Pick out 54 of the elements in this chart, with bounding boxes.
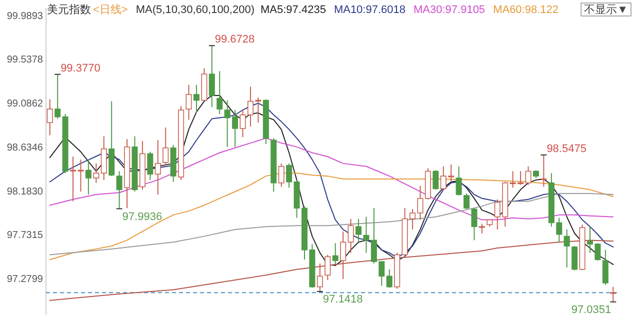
chart-title: 美元指数 [47,3,91,16]
candlestick [432,170,439,190]
annotation: 不显示▼ [584,4,628,16]
candlestick [525,166,532,186]
candlestick [356,218,362,242]
y-tick-label: 99.5378 [6,54,44,66]
legend-title: MA(5,10,30,60,100,200) [136,4,254,16]
candlestick [278,162,284,188]
candlestick [540,154,547,188]
y-tick-label: 97.2799 [6,274,44,286]
candlestick [464,193,470,210]
candlestick [286,162,292,188]
candlestick [324,254,331,281]
candlestick [85,159,92,196]
candlestick [363,216,370,254]
candlestick [46,98,53,136]
y-tick-label: 99.9893 [6,10,44,22]
annotation: 97.1418 [322,294,363,306]
annotation: 99.3770 [60,62,100,74]
text: MA30:97.9105 [414,4,486,16]
candlestick [386,268,392,288]
candlestick [186,84,192,120]
candlestick [162,126,169,166]
annotation: 98.5475 [546,142,586,155]
candlestick [154,140,161,196]
candlestick [93,162,100,184]
y-tick-label: 98.6346 [6,142,44,154]
candlestick [564,229,570,268]
candlestick [572,246,578,271]
candlestick [602,249,608,286]
candlestick [348,218,354,254]
text: MA5:97.4235 [260,4,326,16]
candlestick [193,84,200,114]
candlestick [456,166,462,196]
y-tick-label: 98.1830 [6,186,44,198]
candlestick [316,263,323,292]
candlestick [116,170,122,210]
candlestick [610,286,616,302]
text: MA10:97.6018 [334,4,406,16]
candlestick [340,230,346,280]
annotation: 99.6728 [214,34,255,46]
text: MA60:98.122 [493,4,558,16]
candlestick [147,151,154,180]
y-tick-label: 99.0862 [6,98,44,110]
annotation: 97.9936 [122,210,162,223]
candlestick [54,74,61,120]
candlestick [471,208,478,241]
candlestick [208,45,215,108]
y-tick-label: 97.7315 [6,230,44,242]
candlestick [478,223,485,234]
annotation: 97.0351 [571,304,612,316]
chart-subtitle: <日线> [93,3,128,16]
candlestick [216,70,223,114]
candlestick [332,242,338,265]
